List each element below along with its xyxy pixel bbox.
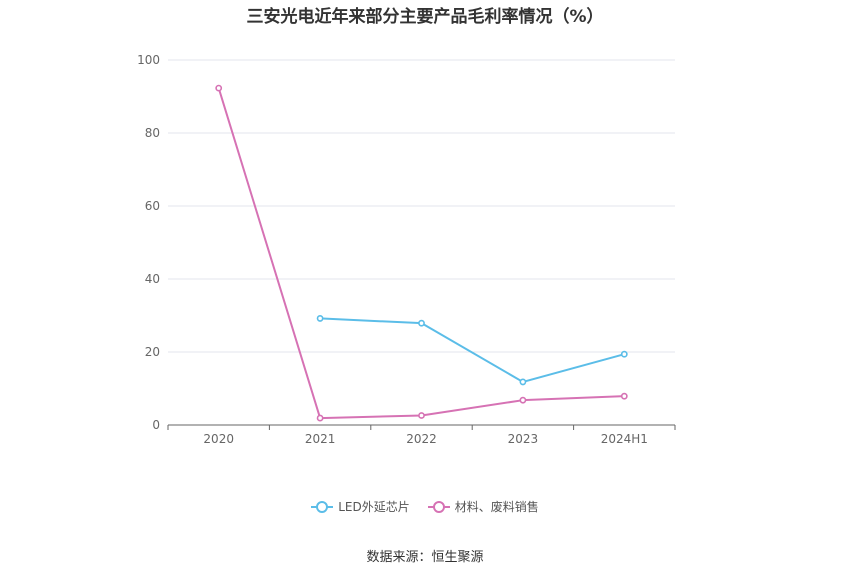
- data-point: [215, 84, 223, 92]
- grid-lines: [168, 59, 675, 353]
- y-tick-label: 20: [145, 345, 160, 359]
- series-line-0: [320, 317, 625, 383]
- legend-label: 材料、废料销售: [454, 500, 539, 514]
- data-point: [620, 350, 628, 358]
- x-tick-label: 2024H1: [601, 432, 648, 446]
- legend-swatch-icon: [427, 500, 450, 513]
- y-tick-label: 60: [145, 199, 160, 213]
- x-tick-label: 2021: [305, 432, 336, 446]
- legend-item[interactable]: LED外延芯片: [311, 498, 410, 515]
- data-point: [418, 319, 425, 327]
- x-tick-label: 2020: [203, 432, 234, 446]
- source-note: 数据来源：恒生聚源: [366, 550, 484, 565]
- y-tick-label: 0: [152, 418, 160, 432]
- data-point: [316, 414, 324, 422]
- legend-item[interactable]: 材料、废料销售: [427, 498, 539, 515]
- series-lines: [215, 84, 628, 422]
- chart-title: 三安光电近年来部分主要产品毛利率情况（%）: [246, 7, 604, 27]
- data-point: [620, 392, 628, 400]
- data-point: [519, 396, 527, 404]
- x-tick-label: 2022: [406, 432, 437, 446]
- x-tick-label: 2023: [508, 432, 539, 446]
- y-tick-label: 80: [145, 126, 160, 140]
- series-line-1: [217, 87, 625, 420]
- legend-label: LED外延芯片: [338, 500, 410, 514]
- legend-swatch-icon: [311, 500, 334, 513]
- legend: LED外延芯片 材料、废料销售: [0, 498, 850, 515]
- axes: 0 20 40 60 80 100 2020 2021 2022 2023 2024H1: [137, 53, 676, 446]
- data-point: [519, 378, 527, 386]
- data-point: [316, 315, 324, 322]
- y-tick-label: 100: [137, 53, 160, 67]
- y-tick-label: 40: [145, 272, 160, 286]
- data-point: [418, 412, 425, 419]
